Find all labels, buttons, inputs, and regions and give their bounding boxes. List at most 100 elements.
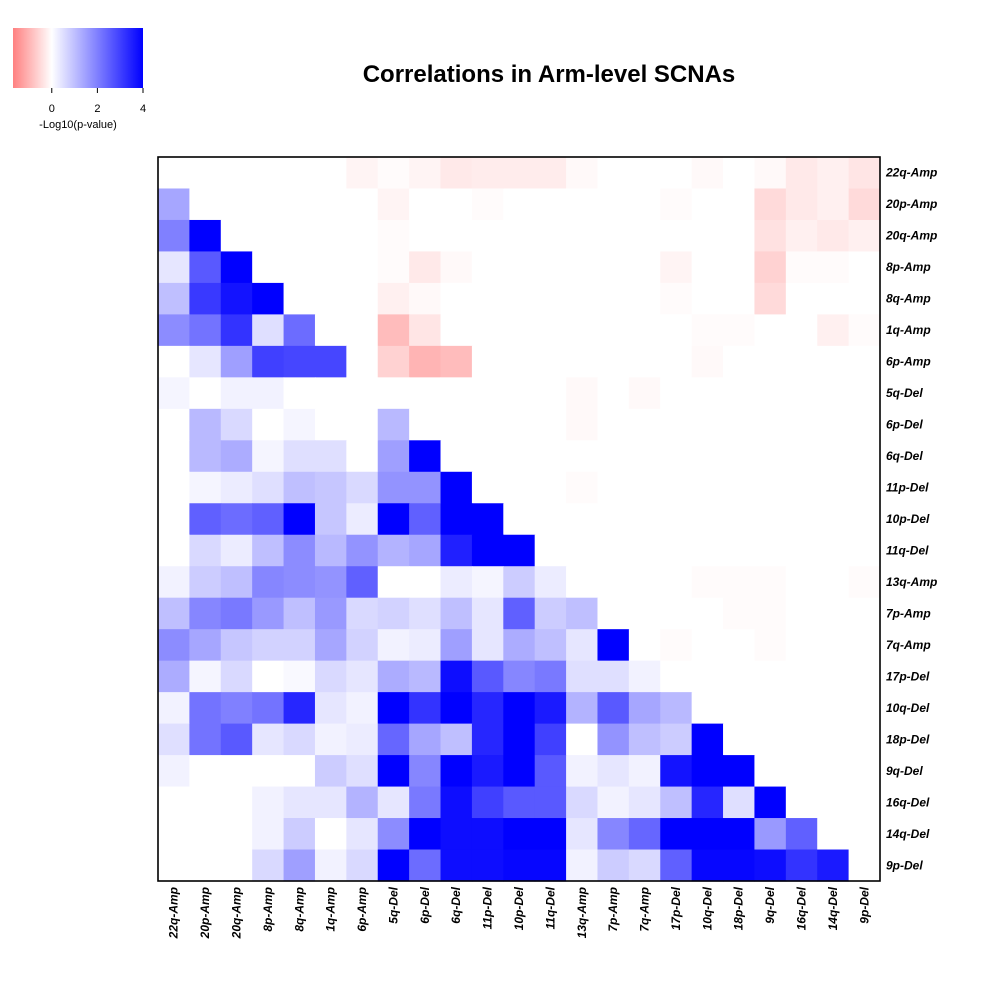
heatmap-cell [503, 629, 536, 662]
heatmap-cell [471, 219, 504, 253]
heatmap-cell [817, 188, 850, 221]
heatmap-cell [440, 282, 473, 315]
heatmap-cell [189, 566, 222, 599]
heatmap-cell [283, 818, 316, 851]
heatmap-cell [409, 534, 442, 567]
heatmap-cell [283, 660, 316, 693]
heatmap-cell [566, 282, 599, 315]
heatmap-cell [660, 786, 693, 819]
heatmap-cell [723, 503, 756, 536]
heatmap-cell [189, 377, 222, 410]
heatmap-cell [314, 755, 347, 788]
heatmap-cell [628, 345, 661, 378]
heatmap-cell [220, 566, 253, 599]
heatmap-cell [628, 597, 661, 630]
heatmap-cell [566, 629, 599, 662]
heatmap-cell [158, 408, 190, 441]
column-label: 7p-Amp [606, 887, 620, 932]
heatmap-cell [314, 314, 347, 347]
heatmap-cell [628, 786, 661, 819]
row-label: 9q-Del [886, 764, 923, 778]
heatmap-cell [471, 723, 504, 756]
heatmap-cell [471, 629, 504, 662]
heatmap-cell [597, 282, 630, 315]
heatmap-cell [754, 345, 787, 378]
heatmap-cell [252, 345, 285, 378]
heatmap-cell [785, 219, 818, 253]
heatmap-cell [189, 219, 222, 253]
heatmap-cell [283, 503, 316, 536]
heatmap-cell [503, 692, 536, 725]
heatmap-cell [754, 692, 787, 725]
heatmap-cell [503, 755, 536, 788]
heatmap-cell [597, 723, 630, 756]
heatmap-cell [628, 660, 661, 693]
heatmap-cell [628, 534, 661, 567]
row-label: 8q-Amp [886, 292, 931, 306]
heatmap-cell [628, 629, 661, 662]
heatmap-cell [848, 408, 881, 441]
heatmap-cell [848, 440, 881, 473]
heatmap-cell [628, 314, 661, 347]
heatmap-cell [723, 314, 756, 347]
row-label: 10p-Del [886, 512, 930, 526]
heatmap-cell [471, 440, 504, 473]
heatmap-cell [377, 503, 410, 536]
heatmap-cell [471, 188, 504, 221]
heatmap-cell [503, 534, 536, 567]
heatmap-cell [377, 188, 410, 221]
heatmap-cell [283, 188, 316, 221]
heatmap-cell [189, 755, 222, 788]
column-label: 11q-Del [543, 886, 557, 929]
heatmap-cell [848, 597, 881, 630]
heatmap-cell [723, 755, 756, 788]
heatmap-cell [283, 345, 316, 378]
heatmap-cell [189, 157, 222, 190]
heatmap-cell [471, 692, 504, 725]
heatmap-cell [723, 818, 756, 851]
legend-tick-label: 2 [94, 103, 100, 115]
heatmap-cell [503, 471, 536, 504]
heatmap-cell [471, 660, 504, 693]
heatmap-cell [471, 471, 504, 504]
heatmap-cell [817, 818, 850, 851]
heatmap-cell [409, 157, 442, 190]
heatmap-cell [409, 440, 442, 473]
heatmap-cell [377, 345, 410, 378]
heatmap-cell [377, 408, 410, 441]
heatmap-cell [534, 660, 567, 693]
heatmap-cell [723, 377, 756, 410]
heatmap-cell [848, 723, 881, 756]
heatmap-cell [409, 503, 442, 536]
heatmap-cell [158, 597, 190, 630]
heatmap-cell [691, 314, 724, 347]
heatmap-cell [597, 786, 630, 819]
heatmap-cell [220, 282, 253, 315]
heatmap-cell [283, 219, 316, 253]
column-labels: 22q-Amp 20p-Amp 20q-Amp 8p-Amp 8q-Amp 1q-Amp 6… [167, 886, 872, 939]
chart-title: Correlations in Arm-level SCNAs [363, 61, 736, 88]
heatmap-cell [723, 786, 756, 819]
heatmap-cell [660, 440, 693, 473]
heatmap-cell [252, 157, 285, 190]
heatmap-cell [534, 786, 567, 819]
heatmap-cell [534, 188, 567, 221]
heatmap-cell [723, 440, 756, 473]
heatmap-cell [283, 629, 316, 662]
heatmap-cell [817, 282, 850, 315]
heatmap-cell [314, 251, 347, 284]
heatmap-cell [314, 566, 347, 599]
heatmap-cell [377, 219, 410, 253]
heatmap-cell [597, 849, 630, 882]
heatmap-cell [158, 692, 190, 725]
heatmap-cell [314, 377, 347, 410]
heatmap-cell [252, 534, 285, 567]
heatmap-cell [409, 818, 442, 851]
heatmap-cell [189, 345, 222, 378]
heatmap-cell [471, 503, 504, 536]
heatmap-cell [409, 377, 442, 410]
heatmap-cell [440, 597, 473, 630]
heatmap-cell [158, 471, 190, 504]
heatmap-cell [785, 282, 818, 315]
heatmap-cell [346, 251, 379, 284]
